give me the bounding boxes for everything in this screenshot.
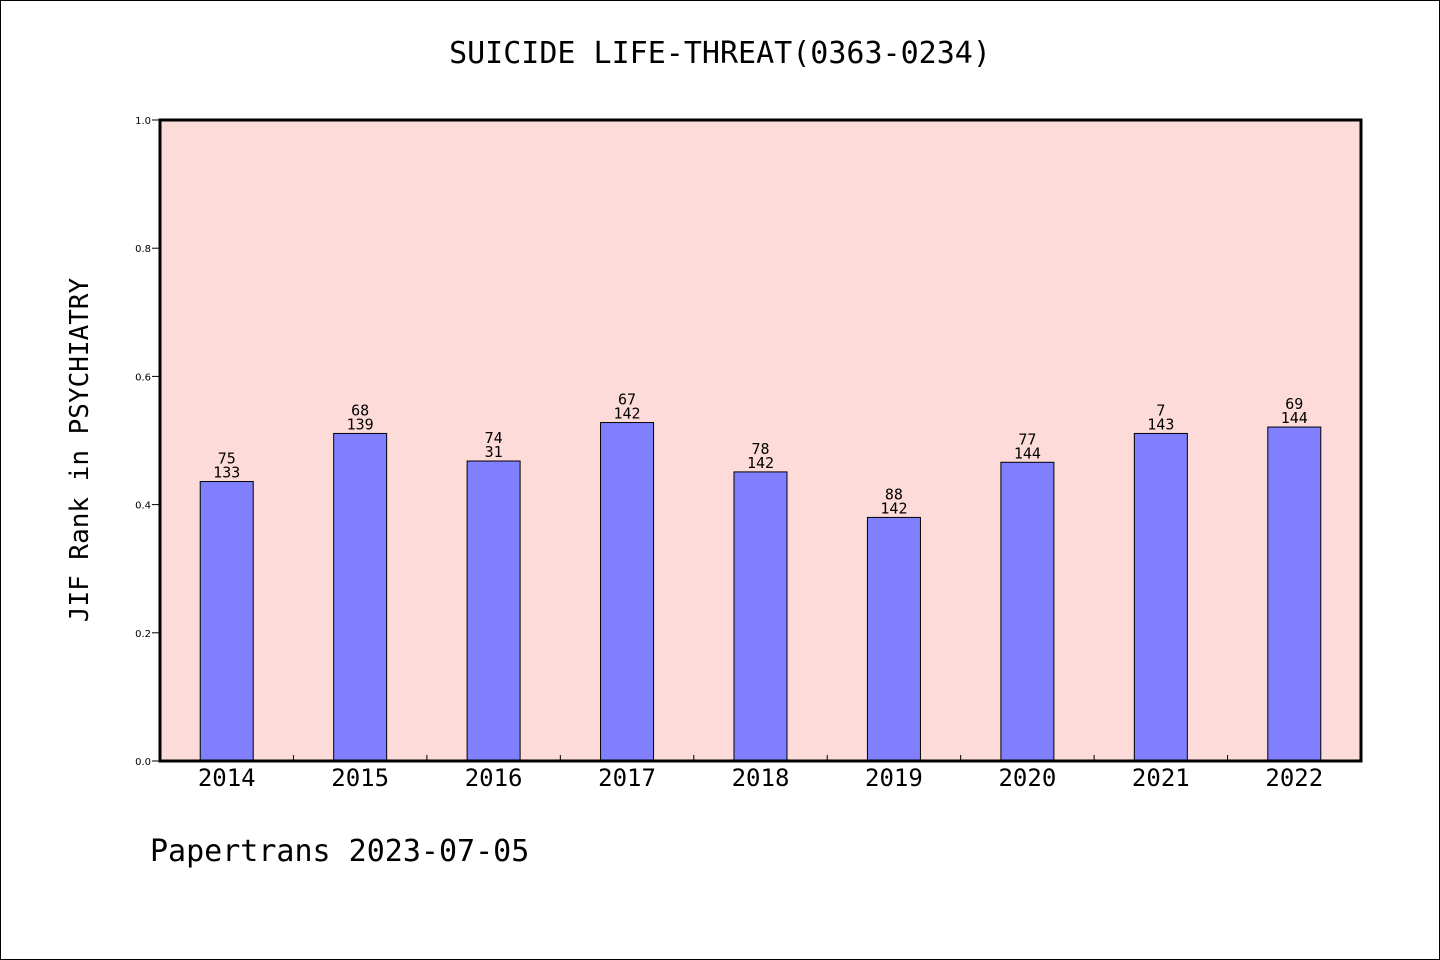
y-tick-label: 0.8 <box>135 244 151 255</box>
plot-border <box>158 118 1363 763</box>
footer-text: Papertrans 2023-07-05 <box>150 834 530 869</box>
data-label-rank: 74 <box>485 429 503 447</box>
bar-2018 <box>733 471 788 762</box>
data-label-rank: 69 <box>1285 395 1303 413</box>
data-label-rank: 67 <box>618 391 636 409</box>
data-label-total: 144 <box>1014 444 1041 462</box>
x-tick-label: 2014 <box>198 764 256 792</box>
x-tick-label: 2015 <box>331 764 389 792</box>
x-axis: 2014 2015 2016 2017 2018 2019 2020 2021 2022 <box>198 755 1323 792</box>
data-label-total: 133 <box>213 464 240 482</box>
y-tick-label: 1.0 <box>135 116 151 127</box>
data-label-rank: 75 <box>218 450 236 468</box>
data-label-total: 31 <box>485 443 503 461</box>
bar-2019 <box>866 516 921 762</box>
data-label-rank: 88 <box>885 485 903 503</box>
bar-2022 <box>1267 426 1322 762</box>
data-label-rank: 77 <box>1018 430 1036 448</box>
x-tick-label: 2016 <box>465 764 523 792</box>
data-label-total: 144 <box>1281 409 1308 427</box>
x-tick-label: 2022 <box>1265 764 1323 792</box>
y-tick-label: 0.0 <box>135 757 151 768</box>
data-label-rank: 78 <box>751 440 769 458</box>
bar-2021 <box>1133 432 1188 762</box>
bar-2016 <box>466 460 521 762</box>
data-labels: 7513368139743167142781428814277144714369… <box>213 391 1308 518</box>
data-label-total: 142 <box>747 454 774 472</box>
data-label-total: 142 <box>614 405 641 423</box>
bar-2020 <box>1000 461 1055 762</box>
bar-2015 <box>333 432 388 762</box>
y-tick-label: 0.4 <box>135 501 151 512</box>
data-label-total: 143 <box>1147 415 1174 433</box>
x-tick-label: 2017 <box>598 764 656 792</box>
x-tick-label: 2020 <box>998 764 1056 792</box>
chart-title: SUICIDE LIFE-THREAT(0363-0234) <box>449 36 991 71</box>
bar-2017 <box>600 422 655 762</box>
y-tick-label: 0.2 <box>135 629 151 640</box>
data-label-total: 142 <box>880 499 907 517</box>
x-tick-label: 2018 <box>732 764 790 792</box>
bar-2014 <box>199 481 254 762</box>
data-label-rank: 68 <box>351 401 369 419</box>
bars <box>199 422 1322 762</box>
x-tick-label: 2021 <box>1132 764 1190 792</box>
x-tick-label: 2019 <box>865 764 923 792</box>
y-axis: 0.0 0.2 0.4 0.6 0.8 1.0 <box>135 116 160 768</box>
data-label-total: 139 <box>347 415 374 433</box>
data-label-rank: 7 <box>1156 401 1165 419</box>
y-tick-label: 0.6 <box>135 372 151 383</box>
